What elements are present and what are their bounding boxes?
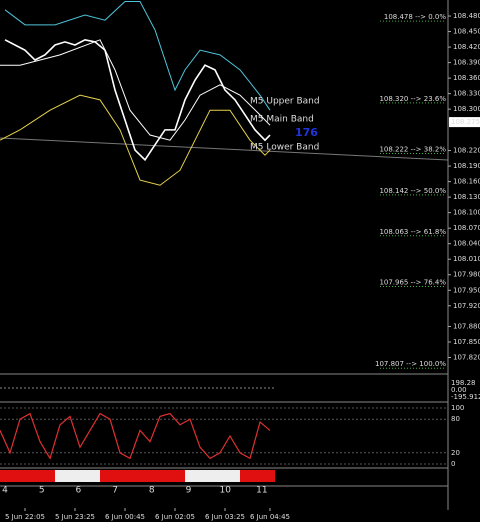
y-tick-label: 108.070 xyxy=(453,224,480,232)
stoch-tick-label: 20 xyxy=(451,449,460,457)
y-tick-label: 108.220 xyxy=(453,147,480,155)
y-tick-label: 108.160 xyxy=(453,178,480,186)
current-price-label: 108.275 xyxy=(451,118,480,126)
y-tick-label: 108.360 xyxy=(453,74,480,82)
cci-label: 198.28 xyxy=(451,379,476,387)
y-tick-label: 107.850 xyxy=(453,338,480,346)
fib-label: 108.222 --> 38.2% xyxy=(379,146,446,154)
series-line xyxy=(0,94,271,186)
stoch-tick-label: 80 xyxy=(451,415,460,423)
bar-number: 10 xyxy=(219,486,231,496)
y-tick-label: 108.190 xyxy=(453,162,480,170)
bar-number: 9 xyxy=(186,486,192,496)
legend-label: M5 Main Band xyxy=(250,115,314,125)
fib-label: 108.063 --> 61.8% xyxy=(379,228,446,236)
x-tick-label: 6 Jun 00:45 xyxy=(105,513,145,521)
legend-label: M5 Upper Band xyxy=(250,97,320,107)
y-tick-label: 107.980 xyxy=(453,271,480,279)
y-tick-label: 108.040 xyxy=(453,240,480,248)
x-tick-label: 6 Jun 02:05 xyxy=(155,513,195,521)
stoch-tick-label: 0 xyxy=(451,460,455,468)
series-line xyxy=(4,38,271,162)
fib-label: 108.320 --> 23.6% xyxy=(379,95,446,103)
x-tick-label: 5 Jun 22:05 xyxy=(5,513,45,521)
stoch-line xyxy=(0,412,271,460)
annotation: 176 xyxy=(295,126,318,139)
x-tick-label: 5 Jun 23:25 xyxy=(55,513,95,521)
fib-label: 107.965 --> 76.4% xyxy=(379,278,446,286)
signal-bar xyxy=(55,470,100,482)
y-tick-label: 107.880 xyxy=(453,322,480,330)
y-tick-label: 107.820 xyxy=(453,354,480,362)
bar-number: 7 xyxy=(112,486,118,496)
y-tick-label: 108.390 xyxy=(453,59,480,67)
fib-label: 108.478 --> 0.0% xyxy=(384,13,446,21)
trend-line xyxy=(0,137,449,161)
bar-number: 4 xyxy=(2,486,8,496)
stoch-tick-label: 100 xyxy=(451,404,464,412)
y-tick-label: 108.480 xyxy=(453,12,480,20)
y-tick-label: 108.420 xyxy=(453,43,480,51)
signal-bar xyxy=(185,470,240,482)
bar-number: 5 xyxy=(39,486,45,496)
fib-label: 108.142 --> 50.0% xyxy=(379,187,446,195)
series-line xyxy=(4,1,271,111)
y-tick-label: 108.300 xyxy=(453,105,480,113)
cci-label: 0.00 xyxy=(451,386,467,394)
y-tick-label: 108.330 xyxy=(453,90,480,98)
y-tick-label: 108.130 xyxy=(453,193,480,201)
bar-number: 6 xyxy=(76,486,82,496)
fib-label: 107.807 --> 100.0% xyxy=(375,360,446,368)
bar-number: 11 xyxy=(256,486,267,496)
bar-number: 8 xyxy=(149,486,155,496)
current-price-box xyxy=(449,117,480,128)
y-tick-label: 108.100 xyxy=(453,209,480,217)
y-tick-label: 108.450 xyxy=(453,28,480,36)
x-tick-label: 6 Jun 03:25 xyxy=(205,513,245,521)
series-line xyxy=(0,39,271,141)
x-tick-label: 6 Jun 04:45 xyxy=(250,513,290,521)
y-tick-label: 107.950 xyxy=(453,286,480,294)
y-tick-label: 108.010 xyxy=(453,255,480,263)
y-tick-label: 107.920 xyxy=(453,302,480,310)
legend-label: M5 Lower Band xyxy=(250,143,319,153)
cci-label: -195.9123 xyxy=(451,393,480,401)
